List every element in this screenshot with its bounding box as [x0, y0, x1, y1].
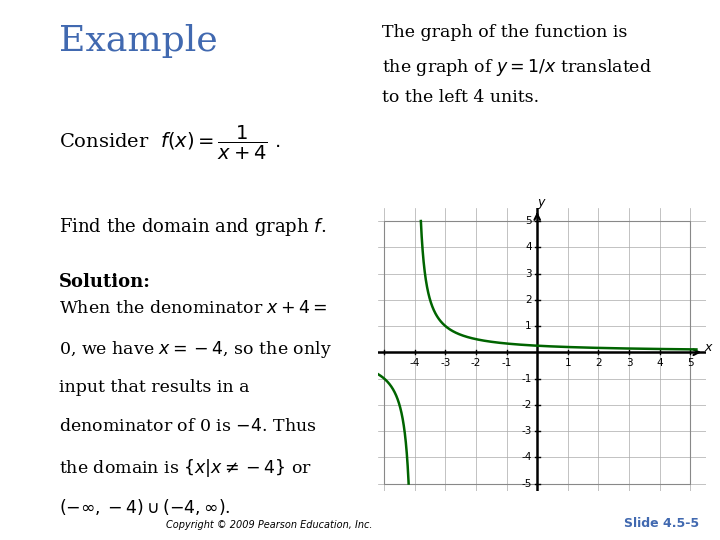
Text: Find the domain and graph $f$.: Find the domain and graph $f$.: [59, 216, 326, 238]
Text: Slide 4.5-5: Slide 4.5-5: [624, 517, 698, 530]
Text: -1: -1: [501, 358, 512, 368]
Text: Solution:: Solution:: [59, 273, 151, 291]
Text: 4: 4: [657, 358, 663, 368]
Text: 5: 5: [687, 358, 693, 368]
Text: to the left 4 units.: to the left 4 units.: [382, 89, 539, 106]
Text: Consider  $f(x)=\dfrac{1}{x+4}\ .$: Consider $f(x)=\dfrac{1}{x+4}\ .$: [59, 124, 281, 163]
Text: The graph of the function is: The graph of the function is: [382, 24, 628, 41]
Text: 5: 5: [525, 216, 531, 226]
Text: 2: 2: [525, 295, 531, 305]
Text: -5: -5: [521, 478, 531, 489]
Text: -3: -3: [521, 426, 531, 436]
Text: y: y: [537, 196, 544, 209]
Text: the graph of $y = 1/x$ translated: the graph of $y = 1/x$ translated: [382, 57, 652, 78]
Text: 4: 4: [525, 242, 531, 252]
Text: 0, we have $x = -4$, so the only: 0, we have $x = -4$, so the only: [59, 339, 332, 360]
Text: -2: -2: [521, 400, 531, 410]
Text: 1: 1: [564, 358, 571, 368]
Text: -1: -1: [521, 374, 531, 383]
Text: When the denominator $x + 4 =$: When the denominator $x + 4 =$: [59, 300, 328, 316]
Text: -4: -4: [410, 358, 420, 368]
Text: input that results in a: input that results in a: [59, 379, 250, 395]
Text: 3: 3: [626, 358, 632, 368]
Text: 3: 3: [525, 268, 531, 279]
Text: -2: -2: [471, 358, 481, 368]
Text: Copyright © 2009 Pearson Education, Inc.: Copyright © 2009 Pearson Education, Inc.: [166, 520, 372, 530]
Text: x: x: [704, 341, 711, 354]
Text: 2: 2: [595, 358, 602, 368]
Text: -4: -4: [521, 453, 531, 462]
Text: denominator of 0 is $-4$. Thus: denominator of 0 is $-4$. Thus: [59, 418, 317, 435]
Text: Example: Example: [59, 24, 218, 58]
Text: 1: 1: [525, 321, 531, 331]
Text: -3: -3: [440, 358, 451, 368]
Text: $(-\infty, -4) \cup (-4, \infty)$.: $(-\infty, -4) \cup (-4, \infty)$.: [59, 497, 231, 517]
Text: the domain is $\{x|x \neq -4\}$ or: the domain is $\{x|x \neq -4\}$ or: [59, 457, 312, 480]
